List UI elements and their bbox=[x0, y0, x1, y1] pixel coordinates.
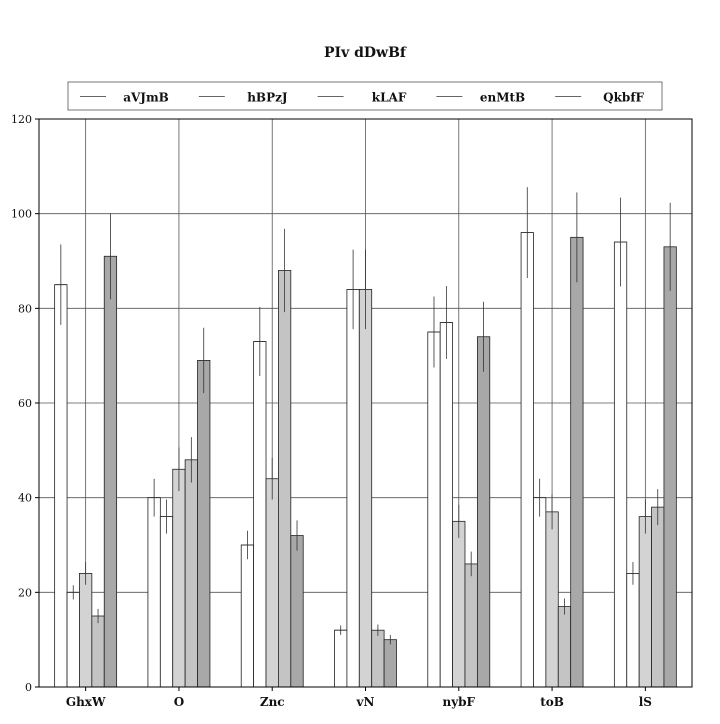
bar-kLAF bbox=[545, 511, 559, 688]
bar-QkbfF bbox=[383, 639, 397, 688]
legend-label: aVJmB bbox=[123, 91, 169, 105]
bar-aVJmB bbox=[54, 284, 68, 688]
bar-enMtB bbox=[557, 606, 572, 688]
chart-title: PIv dDwBf bbox=[324, 45, 407, 61]
bar-aVJmB bbox=[240, 544, 255, 688]
bar-hBPzJ bbox=[253, 341, 267, 688]
bar-enMtB bbox=[278, 270, 292, 688]
y-tick-label: 100 bbox=[11, 208, 32, 221]
bar-QkbfF bbox=[663, 246, 677, 688]
bar-hBPzJ bbox=[533, 497, 547, 688]
bar-enMtB bbox=[464, 563, 478, 688]
bar-kLAF bbox=[79, 573, 93, 688]
bar-kLAF bbox=[638, 516, 652, 688]
bar-aVJmB bbox=[613, 241, 628, 688]
x-tick-label: Znc bbox=[260, 695, 285, 709]
bar-hBPzJ bbox=[439, 322, 453, 688]
bar-hBPzJ bbox=[66, 591, 80, 688]
bar-aVJmB bbox=[520, 232, 534, 688]
bar-enMtB bbox=[91, 615, 105, 688]
x-tick-label: GhxW bbox=[66, 695, 106, 709]
bar-aVJmB bbox=[334, 629, 348, 688]
bar-kLAF bbox=[172, 468, 186, 688]
y-tick-label: 0 bbox=[25, 681, 32, 694]
bar-QkbfF bbox=[476, 336, 491, 688]
legend-label: QkbfF bbox=[603, 91, 644, 105]
bar-QkbfF bbox=[290, 535, 304, 688]
bar-QkbfF bbox=[197, 359, 211, 688]
bar-kLAF bbox=[265, 478, 279, 688]
bar-hBPzJ bbox=[346, 288, 360, 688]
bar-hBPzJ bbox=[159, 516, 174, 688]
y-tick-label: 120 bbox=[11, 113, 32, 126]
y-tick-label: 80 bbox=[18, 302, 32, 315]
bar-enMtB bbox=[184, 459, 198, 688]
bar-enMtB bbox=[371, 629, 385, 688]
bar-hBPzJ bbox=[626, 573, 640, 688]
x-tick-label: toB bbox=[540, 695, 564, 709]
x-tick-label: O bbox=[174, 695, 184, 709]
y-tick-label: 20 bbox=[18, 586, 32, 599]
bar-QkbfF bbox=[103, 255, 118, 688]
legend-label: enMtB bbox=[480, 91, 525, 105]
legend-label: kLAF bbox=[372, 91, 407, 105]
y-tick-label: 40 bbox=[18, 492, 32, 505]
bar-kLAF bbox=[358, 288, 373, 688]
legend-label: hBPzJ bbox=[247, 91, 288, 105]
x-tick-label: nybF bbox=[442, 695, 475, 709]
y-tick-label: 60 bbox=[18, 397, 32, 410]
bar-aVJmB bbox=[147, 497, 161, 688]
bar-kLAF bbox=[452, 520, 466, 688]
bar-aVJmB bbox=[427, 331, 441, 688]
bar-enMtB bbox=[651, 506, 665, 688]
bar-QkbfF bbox=[570, 236, 584, 688]
x-tick-label: lS bbox=[639, 695, 652, 709]
legend-box bbox=[67, 81, 663, 111]
x-tick-label: vN bbox=[356, 695, 375, 709]
